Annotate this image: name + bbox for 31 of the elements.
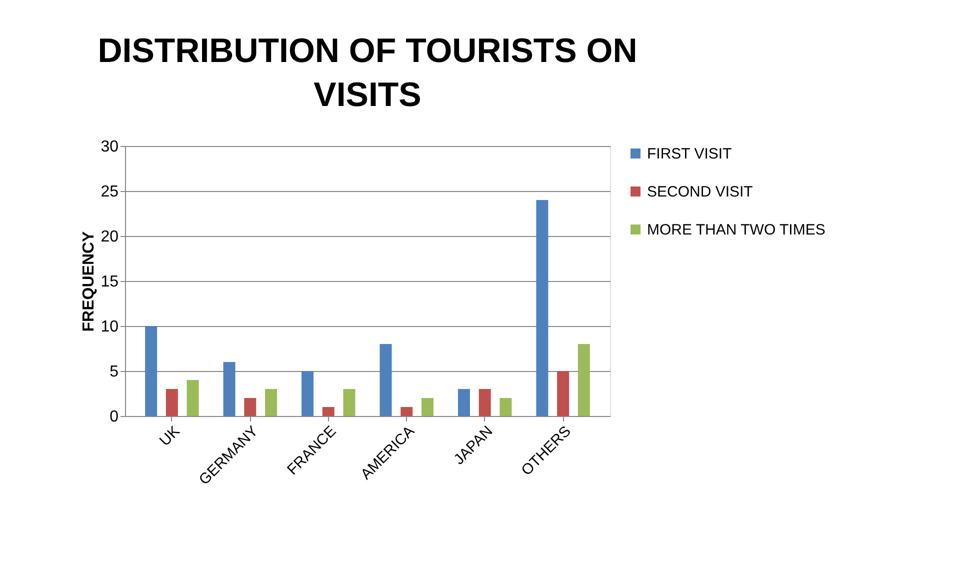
bar: [421, 398, 434, 416]
bar: [186, 380, 199, 416]
bar: [578, 344, 590, 416]
y-axis-title: FREQUENCY: [80, 230, 98, 332]
bar: [478, 389, 491, 416]
y-tick-label: 5: [110, 364, 119, 380]
bar: [145, 326, 158, 416]
legend-label: FIRST VISIT: [647, 146, 732, 162]
bar: [322, 407, 334, 416]
bar: [400, 407, 413, 416]
bar: [380, 344, 392, 416]
y-tick-label: 10: [100, 318, 119, 336]
x-tick-label: UK: [156, 422, 184, 450]
bar: [265, 389, 278, 416]
legend-label: MORE THAN TWO TIMES: [647, 222, 826, 238]
bar: [302, 371, 314, 416]
bar: [458, 389, 470, 416]
bar: [536, 200, 548, 416]
bar: [244, 398, 256, 416]
bar: [223, 362, 236, 416]
bar: [557, 371, 570, 416]
y-tick-label: 0: [110, 408, 119, 426]
y-tick-label: 30: [100, 138, 119, 156]
y-tick-label: 20: [100, 228, 119, 246]
legend-label: SECOND VISIT: [647, 184, 753, 200]
bar: [500, 398, 512, 416]
y-tick-label: 25: [100, 184, 119, 200]
bar: [343, 389, 356, 416]
chart-title: DISTRIBUTION OF TOURISTS ON VISITS: [98, 32, 638, 114]
bar: [166, 389, 178, 416]
y-tick-label: 15: [100, 274, 119, 290]
